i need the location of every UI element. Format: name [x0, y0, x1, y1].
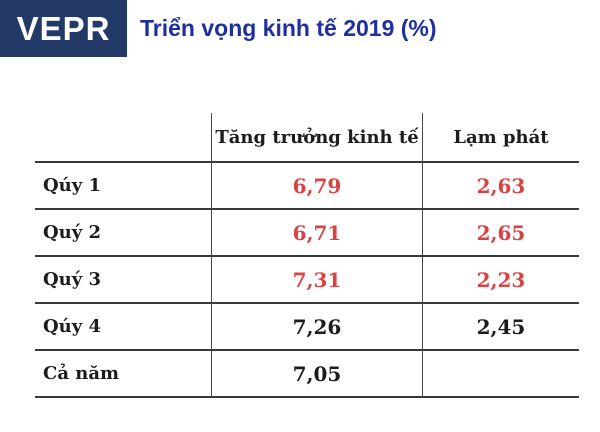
growth-value: 7,26 [211, 304, 422, 351]
inflation-value: 2,65 [422, 210, 579, 257]
growth-value: 7,31 [211, 257, 422, 304]
header-inflation: Lạm phát [422, 113, 579, 163]
row-label: Qúy 1 [35, 163, 211, 210]
growth-value: 6,79 [211, 163, 422, 210]
table-row: Quý 3 7,31 2,23 [35, 257, 579, 304]
table-row: Qúy 1 6,79 2,63 [35, 163, 579, 210]
row-label: Quý 2 [35, 210, 211, 257]
table-row: Quý 2 6,71 2,65 [35, 210, 579, 257]
growth-value: 6,71 [211, 210, 422, 257]
logo-text: VEPR [16, 10, 111, 47]
growth-value: 7,05 [211, 351, 422, 398]
inflation-value: 2,23 [422, 257, 579, 304]
row-label: Qúy 4 [35, 304, 211, 351]
row-label: Quý 3 [35, 257, 211, 304]
inflation-value: 2,63 [422, 163, 579, 210]
inflation-value [422, 351, 579, 398]
header-empty-cell [35, 113, 211, 163]
header-growth: Tăng trưởng kinh tế [211, 113, 422, 163]
row-label: Cả năm [35, 351, 211, 398]
table-row: Qúy 4 7,26 2,45 [35, 304, 579, 351]
page-title: Triển vọng kinh tế 2019 (%) [140, 15, 437, 41]
vepr-logo: VEPR [0, 0, 127, 57]
header: VEPR Triển vọng kinh tế 2019 (%) [0, 0, 437, 57]
table-header-row: Tăng trưởng kinh tế Lạm phát [35, 113, 579, 163]
economic-outlook-table: Tăng trưởng kinh tế Lạm phát Qúy 1 6,79 … [35, 113, 579, 398]
inflation-value: 2,45 [422, 304, 579, 351]
table-row: Cả năm 7,05 [35, 351, 579, 398]
